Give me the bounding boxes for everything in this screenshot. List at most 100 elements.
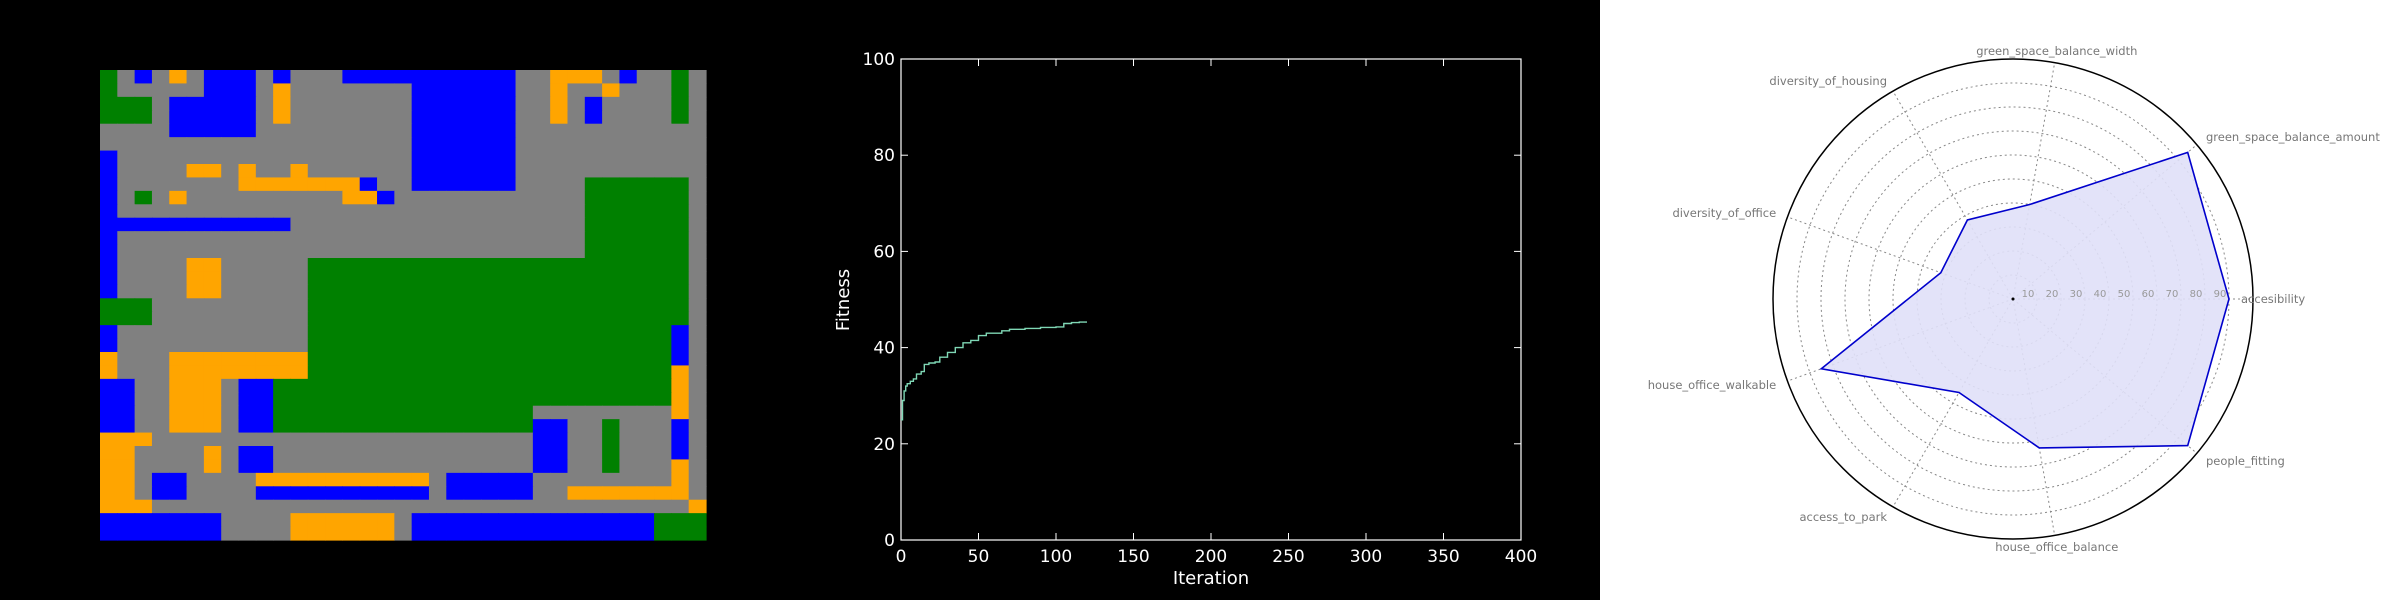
grid-cell-green (359, 405, 378, 420)
grid-cell-road (290, 338, 309, 353)
grid-cell-housing (117, 392, 136, 407)
grid-cell-office (377, 513, 395, 528)
grid-cell-housing (411, 96, 430, 111)
grid-cell-road (117, 365, 136, 380)
grid-cell-housing (446, 123, 465, 138)
grid-cell-road (359, 150, 378, 165)
grid-cell-road (688, 284, 707, 299)
grid-cell-road (584, 150, 603, 165)
grid-cell-housing (498, 526, 517, 541)
grid-cell-road (688, 96, 707, 111)
grid-cell-green (377, 392, 395, 407)
grid-cell-road (273, 164, 292, 179)
grid-cell-green (654, 190, 672, 205)
grid-cell-office (584, 70, 603, 85)
grid-cell-housing (446, 96, 465, 111)
grid-cell-road (377, 432, 395, 447)
grid-cell-road (342, 150, 361, 165)
grid-cell-office (117, 472, 136, 487)
grid-cell-road (567, 150, 586, 165)
grid-cell-road (446, 190, 465, 205)
grid-cell-housing (619, 513, 638, 528)
grid-cell-green (411, 405, 430, 420)
grid-cell-road (169, 204, 188, 219)
radar-axis-label: green_space_balance_amount (2206, 130, 2380, 144)
grid-cell-green (567, 352, 586, 367)
grid-cell-green (100, 298, 118, 313)
grid-cell-green (342, 325, 361, 340)
grid-cell-road (134, 392, 153, 407)
grid-cell-road (325, 190, 343, 205)
grid-cell-road (100, 123, 118, 138)
grid-cell-green (290, 378, 309, 393)
grid-cell-road (117, 271, 136, 286)
grid-cell-office (100, 486, 118, 501)
grid-cell-road (619, 96, 638, 111)
grid-cell-road (134, 258, 153, 273)
grid-cell-road (151, 244, 170, 259)
grid-cell-road (169, 311, 188, 326)
grid-cell-road (255, 499, 274, 514)
grid-cell-green (671, 217, 690, 232)
grid-cell-road (428, 217, 447, 232)
grid-cell-housing (100, 378, 118, 393)
grid-cell-road (342, 123, 361, 138)
grid-cell-green (619, 284, 638, 299)
grid-cell-road (359, 459, 378, 474)
grid-cell-road (169, 459, 188, 474)
grid-cell-green (584, 325, 603, 340)
grid-cell-road (186, 472, 205, 487)
grid-cell-office (307, 177, 326, 192)
grid-cell-green (463, 271, 482, 286)
grid-cell-road (584, 472, 603, 487)
grid-cell-road (688, 231, 707, 246)
grid-cell-office (342, 177, 361, 192)
grid-cell-office (203, 405, 222, 420)
grid-cell-green (290, 419, 309, 434)
grid-cell-office (342, 526, 361, 541)
grid-cell-housing (515, 526, 534, 541)
grid-cell-housing (480, 96, 499, 111)
grid-cell-green (584, 338, 603, 353)
grid-cell-green (394, 378, 413, 393)
grid-cell-road (532, 164, 551, 179)
grid-cell-office (550, 110, 569, 125)
grid-cell-road (532, 486, 551, 501)
grid-cell-road (221, 526, 240, 541)
grid-cell-office (203, 392, 222, 407)
grid-cell-green (636, 365, 655, 380)
grid-cell-housing (203, 513, 222, 528)
grid-cell-road (532, 177, 551, 192)
grid-cell-housing (411, 83, 430, 98)
grid-cell-road (671, 499, 690, 514)
grid-cell-road (273, 231, 292, 246)
grid-cell-road (151, 284, 170, 299)
grid-cell-road (290, 325, 309, 340)
grid-cell-green (377, 419, 395, 434)
grid-cell-road (325, 432, 343, 447)
grid-cell-green (307, 392, 326, 407)
grid-cell-road (273, 150, 292, 165)
grid-cell-road (238, 150, 257, 165)
radar-axis-label: people_fitting (2206, 454, 2285, 468)
grid-cell-green (515, 258, 534, 273)
grid-cell-housing (134, 513, 153, 528)
grid-cell-road (515, 446, 534, 461)
grid-cell-housing (463, 137, 482, 152)
grid-cell-green (463, 405, 482, 420)
grid-cell-road (290, 231, 309, 246)
grid-cell-road (186, 446, 205, 461)
grid-cell-road (359, 244, 378, 259)
grid-cell-road (325, 96, 343, 111)
grid-cell-housing (238, 419, 257, 434)
grid-cell-road (255, 513, 274, 528)
grid-cell-road (342, 459, 361, 474)
grid-cell-road (688, 150, 707, 165)
grid-cell-road (307, 83, 326, 98)
grid-cell-housing (550, 446, 569, 461)
grid-cell-road (602, 150, 621, 165)
grid-cell-road (619, 472, 638, 487)
grid-cell-green (342, 365, 361, 380)
grid-cell-green (584, 311, 603, 326)
grid-cell-road (255, 244, 274, 259)
